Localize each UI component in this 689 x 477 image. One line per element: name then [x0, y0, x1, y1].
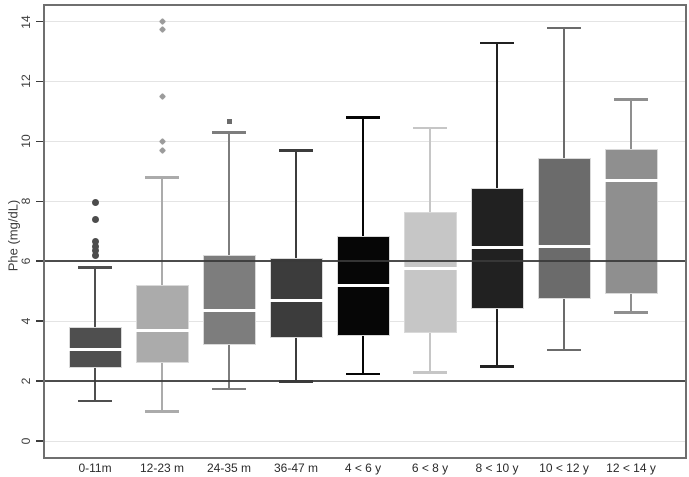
- outlier-marker: [158, 25, 166, 33]
- median-line: [135, 328, 189, 332]
- outlier-marker: [158, 18, 166, 26]
- y-tick-label: 10: [19, 134, 33, 149]
- y-tick-mark: [36, 20, 43, 23]
- x-tick-label: 4 < 6 y: [344, 461, 382, 475]
- x-tick-label: 12 < 14 y: [606, 461, 656, 475]
- gridline: [45, 80, 685, 82]
- box: [403, 211, 457, 334]
- reference-line: [45, 260, 685, 262]
- y-tick-mark: [36, 440, 43, 442]
- outlier-marker: [91, 215, 99, 223]
- median-line: [403, 267, 457, 271]
- whisker-cap-low: [547, 348, 581, 352]
- outlier-marker: [91, 238, 99, 246]
- x-tick-label: 6 < 8 y: [411, 461, 449, 475]
- outlier-marker: [91, 242, 99, 250]
- y-tick-label: 8: [19, 197, 33, 205]
- x-tick-label: 24-35 m: [206, 461, 252, 475]
- median-line: [537, 244, 591, 248]
- whisker-cap-high: [480, 41, 514, 45]
- median-line: [202, 309, 256, 313]
- box: [537, 157, 591, 299]
- y-tick-mark: [36, 80, 43, 83]
- reference-line: [45, 380, 685, 382]
- gridline: [45, 140, 685, 142]
- box: [202, 255, 256, 346]
- whisker-cap-low: [78, 399, 112, 403]
- whisker-cap-high: [78, 266, 112, 269]
- whisker-cap-high: [212, 131, 246, 134]
- outlier-marker: [158, 137, 166, 145]
- gridline: [45, 440, 685, 442]
- y-tick-label: 2: [19, 377, 33, 385]
- y-tick-mark: [36, 320, 43, 322]
- y-tick-label: 0: [19, 437, 33, 445]
- median-line: [269, 298, 323, 302]
- whisker-cap-low: [413, 371, 447, 374]
- whisker-cap-high: [614, 98, 648, 101]
- box: [269, 258, 323, 338]
- y-tick-label: 6: [19, 257, 33, 265]
- x-tick-label: 10 < 12 y: [539, 461, 589, 475]
- x-tick-label: 12-23 m: [139, 461, 185, 475]
- x-tick-label: 0-11m: [78, 461, 112, 475]
- outlier-marker: [91, 247, 99, 255]
- whisker-cap-low: [480, 365, 514, 368]
- median-line: [336, 283, 390, 287]
- box: [68, 327, 122, 368]
- y-tick-label: 14: [19, 14, 33, 29]
- y-tick-label: 12: [19, 74, 33, 89]
- gridline: [45, 21, 685, 23]
- whisker-cap-high: [279, 149, 313, 152]
- whisker-cap-high: [547, 26, 581, 30]
- outlier-marker: [91, 251, 99, 259]
- outlier-marker: [158, 92, 166, 100]
- whisker-cap-low: [145, 410, 179, 413]
- whisker-cap-high: [413, 126, 447, 130]
- median-line: [470, 246, 524, 250]
- outlier-marker: [226, 119, 232, 125]
- y-tick-mark: [36, 380, 43, 382]
- x-tick-label: 36-47 m: [273, 461, 319, 475]
- whisker-cap-low: [346, 372, 380, 376]
- y-tick-mark: [36, 140, 43, 143]
- box: [135, 285, 189, 364]
- gridline: [45, 200, 685, 202]
- whisker-cap-low: [614, 311, 648, 314]
- y-tick-label: 4: [19, 317, 33, 325]
- whisker-cap-high: [145, 176, 179, 179]
- median-line: [68, 348, 122, 352]
- median-line: [604, 178, 658, 182]
- whisker-cap-low: [212, 387, 246, 391]
- y-tick-mark: [36, 200, 43, 203]
- outlier-marker: [91, 199, 99, 207]
- y-tick-mark: [36, 260, 43, 262]
- whisker-cap-high: [346, 116, 380, 119]
- x-tick-label: 8 < 10 y: [475, 461, 519, 475]
- box: [604, 148, 658, 295]
- outlier-marker: [158, 146, 166, 154]
- plot-area: [43, 4, 687, 459]
